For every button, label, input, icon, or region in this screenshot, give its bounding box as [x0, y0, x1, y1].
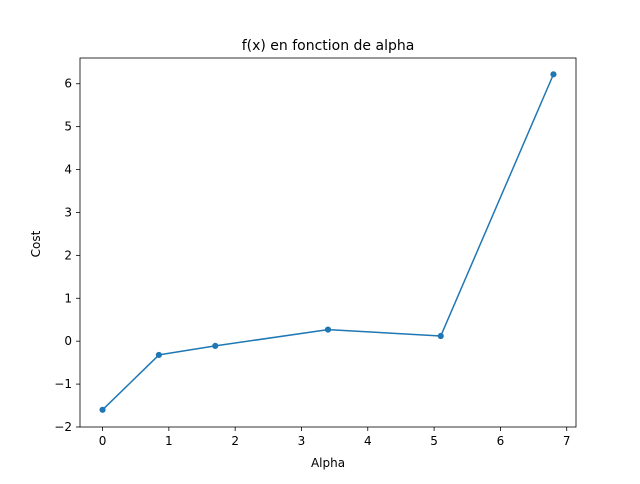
y-axis-label: Cost: [29, 230, 43, 257]
y-tick-label: 0: [64, 334, 72, 348]
y-tick-label: −2: [54, 420, 72, 434]
x-tick-label: 2: [231, 434, 239, 448]
data-point: [324, 326, 332, 333]
plot-area: 0 1 2 3 4 5 6 7 −2 −1 0 1 2 3 4 5 6: [54, 57, 577, 448]
x-axis-label: Alpha: [311, 456, 345, 470]
x-tick-label: 0: [99, 434, 107, 448]
y-tick-label: −1: [54, 377, 72, 391]
data-point: [99, 406, 106, 413]
data-point: [212, 342, 219, 350]
data-point: [155, 351, 163, 359]
chart-title: f(x) en fonction de alpha: [242, 38, 415, 54]
series-line: [101, 73, 555, 411]
y-tick-label: 3: [64, 205, 72, 219]
y-tick-label: 4: [64, 163, 72, 177]
x-tick-label: 4: [364, 434, 372, 448]
data-point: [550, 71, 557, 78]
x-tick-label: 7: [563, 434, 571, 448]
x-tick-label: 6: [497, 434, 505, 448]
data-point: [437, 332, 444, 340]
plot-frame: [79, 57, 577, 428]
y-tick-label: 5: [64, 120, 72, 134]
x-tick-label: 5: [430, 434, 438, 448]
y-tick-label: 1: [64, 291, 72, 305]
x-tick-label: 1: [165, 434, 173, 448]
y-tick-label: 6: [64, 77, 72, 91]
y-tick-label: 2: [64, 248, 72, 262]
x-tick-label: 3: [298, 434, 306, 448]
